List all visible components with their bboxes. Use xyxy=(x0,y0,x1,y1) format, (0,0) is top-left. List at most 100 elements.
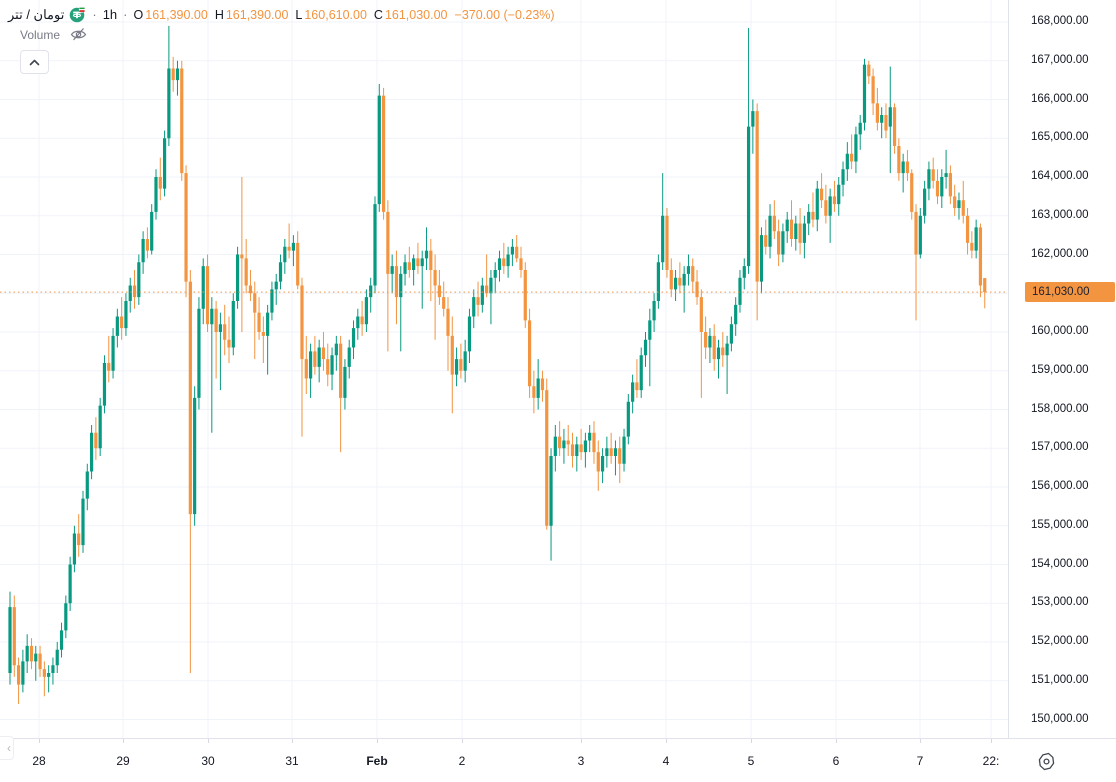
candle-body xyxy=(373,204,377,286)
time-axis-label: 3 xyxy=(577,754,585,768)
volume-indicator-label[interactable]: Volume xyxy=(20,27,61,42)
time-axis-tick xyxy=(39,739,40,743)
time-axis-label: 29 xyxy=(116,754,130,768)
candle-body xyxy=(12,607,16,666)
candle-body xyxy=(935,180,940,197)
candle-body xyxy=(145,239,150,251)
candle-body xyxy=(390,266,394,274)
candle-body xyxy=(81,498,85,546)
candle-body xyxy=(489,277,493,294)
candle-body xyxy=(738,277,742,305)
candle-body xyxy=(360,316,364,325)
candle-body xyxy=(974,227,978,251)
candle-body xyxy=(347,347,351,367)
candle-body xyxy=(888,107,892,127)
candle-body xyxy=(313,351,317,367)
candle-body xyxy=(326,359,330,375)
candle-body xyxy=(545,390,549,526)
candle-body xyxy=(274,281,278,290)
candle-body xyxy=(764,235,768,247)
candle-body xyxy=(128,285,132,301)
candle-body xyxy=(532,386,536,398)
chart-settings-gear-icon[interactable] xyxy=(1036,751,1057,772)
candle-body xyxy=(502,258,506,267)
candle-body xyxy=(553,436,557,456)
candle-body xyxy=(55,649,59,666)
candle-body xyxy=(283,246,287,263)
candle-body xyxy=(89,432,94,472)
candle-body xyxy=(918,215,922,255)
candlestick-svg[interactable] xyxy=(0,0,1008,738)
candle-body xyxy=(953,196,957,208)
candle-body xyxy=(300,285,304,360)
candle-body xyxy=(811,211,815,220)
candle-body xyxy=(845,153,849,170)
time-axis-tick xyxy=(666,739,667,743)
chart-legend: تومان / تتر · 1h · O 161,390.00 H 161,390.… xyxy=(8,6,555,23)
candle-body xyxy=(961,200,965,216)
candle-body xyxy=(257,312,261,332)
change-value: −370.00 (−0.23%) xyxy=(454,7,555,22)
price-axis[interactable]: 168,000.00 167,000.00 166,000.00 165,000.00… xyxy=(1008,0,1116,738)
timeframe-label[interactable]: 1h xyxy=(102,7,118,22)
candle-body xyxy=(721,347,725,356)
chart-pane[interactable] xyxy=(0,0,1008,738)
candle-body xyxy=(978,227,983,286)
candle-body xyxy=(785,219,789,232)
candle-body xyxy=(875,103,879,123)
collapse-legend-button[interactable] xyxy=(20,50,49,74)
candle-body xyxy=(244,258,248,286)
price-axis-label: 166,000.00 xyxy=(1031,92,1089,105)
candle-body xyxy=(742,266,746,278)
candle-body xyxy=(351,328,356,348)
ohlc-readout: O 161,390.00 H 161,390.00 L 160,610.00 C 161… xyxy=(134,8,555,22)
candle-body xyxy=(107,363,111,371)
time-axis-label: 22: xyxy=(982,754,1000,768)
candle-body xyxy=(682,273,686,286)
candle-body xyxy=(235,254,240,301)
symbol-title[interactable]: تومان / تتر xyxy=(8,6,65,22)
eye-hidden-icon[interactable] xyxy=(70,27,87,42)
candle-body xyxy=(716,347,721,360)
candle-body xyxy=(944,173,948,177)
separator-dot: · xyxy=(123,7,128,22)
candle-body xyxy=(798,223,802,243)
candle-body xyxy=(321,347,326,360)
time-axis-label: 2 xyxy=(458,754,466,768)
candle-body xyxy=(656,262,660,301)
time-axis-tick xyxy=(377,739,378,743)
time-axis-tick xyxy=(581,739,582,743)
candle-body xyxy=(29,645,34,662)
candle-body xyxy=(467,316,472,352)
candle-body xyxy=(429,250,433,270)
candle-body xyxy=(171,68,175,81)
candle-body xyxy=(828,196,832,216)
candle-body xyxy=(510,246,514,255)
candle-body xyxy=(802,223,806,243)
candle-body xyxy=(59,630,64,650)
candle-body xyxy=(596,452,600,472)
candle-body xyxy=(751,111,755,127)
candle-body xyxy=(98,405,102,449)
candle-body xyxy=(8,607,12,673)
toolbar-reveal-chevron-icon[interactable]: ‹ xyxy=(0,736,14,760)
candle-body xyxy=(450,335,454,375)
candle-body xyxy=(631,382,635,402)
price-axis-label: 159,000.00 xyxy=(1031,363,1089,376)
candle-body xyxy=(695,281,699,298)
candle-body xyxy=(609,448,613,456)
candle-body xyxy=(923,188,927,216)
price-axis-label: 155,000.00 xyxy=(1031,518,1089,531)
candle-body xyxy=(416,258,420,267)
candle-body xyxy=(815,188,819,220)
candle-body xyxy=(102,363,107,406)
candle-body xyxy=(759,235,764,282)
price-axis-label: 164,000.00 xyxy=(1031,170,1089,182)
time-axis[interactable]: 28 29 30 31 Feb 2 3 4 5 6 7 22: xyxy=(0,738,1008,782)
price-axis-label: 150,000.00 xyxy=(1031,712,1089,725)
candle-body xyxy=(16,665,21,685)
candle-body xyxy=(871,76,875,104)
candle-body xyxy=(420,258,424,267)
candle-body xyxy=(622,436,626,464)
candle-body xyxy=(120,316,124,329)
